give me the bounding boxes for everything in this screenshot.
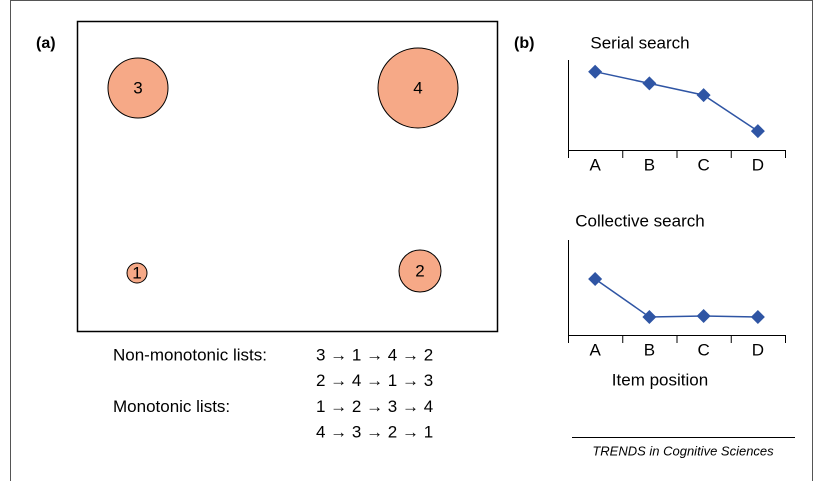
panel-label: (a) xyxy=(36,35,56,52)
circle xyxy=(398,249,442,293)
line xyxy=(594,278,758,318)
frame xyxy=(10,0,813,481)
marker xyxy=(642,76,657,91)
field xyxy=(76,20,499,333)
chart-title: Serial search xyxy=(590,33,689,52)
x-tick-label: D xyxy=(752,155,764,174)
list-name: Non-monotonic lists: xyxy=(113,345,267,364)
x-tick-label: B xyxy=(644,340,655,359)
sequence: 4 → 3 → 2 → 1 xyxy=(316,423,433,442)
footer: TRENDS in Cognitive Sciences xyxy=(592,443,774,458)
lists: Non-monotonic lists: 3 → 1 → 4 → 2 2 → 4 →… xyxy=(113,345,433,441)
chart-title: Collective search xyxy=(575,211,704,230)
sequence: 3 → 1 → 4 → 2 xyxy=(316,345,433,364)
x-tick-label: B xyxy=(644,155,655,174)
x-tick-label: C xyxy=(697,155,709,174)
panel-label: (b) xyxy=(514,35,534,52)
x-tick-label: C xyxy=(697,340,709,359)
sequence: 1 → 2 → 3 → 4 xyxy=(316,397,433,416)
circles: 3 4 1 2 xyxy=(107,47,459,293)
marker xyxy=(588,64,603,79)
marker xyxy=(642,309,657,324)
circle-label: 3 xyxy=(133,78,142,97)
line xyxy=(594,70,759,132)
circle-label: 2 xyxy=(415,261,424,280)
sequence: 2 → 4 → 1 → 3 xyxy=(316,371,433,390)
marker xyxy=(750,124,765,139)
circle-label: 1 xyxy=(132,263,141,282)
x-tick-label: D xyxy=(752,340,764,359)
circle xyxy=(377,47,459,129)
list-name: Monotonic lists: xyxy=(113,397,230,416)
marker xyxy=(696,309,711,323)
marker xyxy=(750,309,765,324)
x-tick-label: A xyxy=(589,155,601,174)
circle-label: 4 xyxy=(413,78,422,97)
circle xyxy=(126,262,148,284)
x-tick-label: A xyxy=(589,340,601,359)
marker xyxy=(588,271,603,286)
marker xyxy=(696,88,711,103)
x-axis-label: Item position xyxy=(612,370,708,389)
circle xyxy=(107,57,169,119)
